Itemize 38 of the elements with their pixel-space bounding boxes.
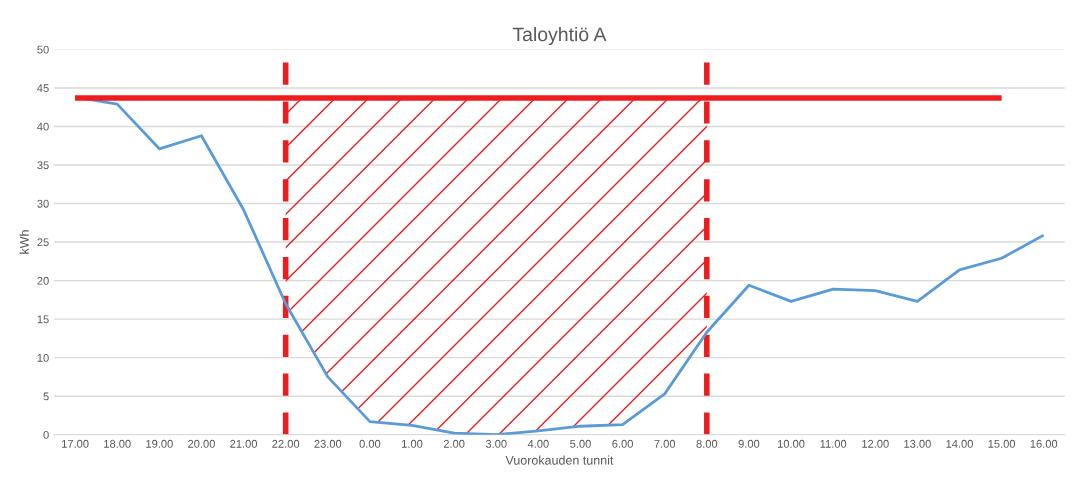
x-tick-label: 12.00 (862, 439, 889, 448)
y-tick-label: 10 (37, 353, 49, 362)
x-axis-title: Vuorokauden tunnit (505, 455, 614, 465)
x-tick-label: 20.00 (188, 439, 215, 448)
y-tick-label: 15 (37, 315, 49, 324)
x-tick-label: 18.00 (104, 439, 131, 448)
y-tick-label: 45 (37, 84, 49, 93)
x-tick-label: 0.00 (359, 439, 381, 448)
y-tick-label: 25 (37, 238, 49, 247)
x-tick-label: 16.00 (1030, 439, 1058, 448)
x-tick-label: 3.00 (485, 439, 507, 448)
y-tick-label: 30 (37, 199, 49, 208)
x-tick-label: 10.00 (777, 439, 805, 448)
y-axis-title: kWh (19, 230, 29, 254)
y-tick-label: 5 (43, 392, 49, 401)
x-tick-label: 17.00 (62, 439, 89, 448)
x-tick-label: 22.00 (272, 439, 300, 448)
x-tick-label: 21.00 (230, 439, 258, 448)
x-tick-label: 13.00 (904, 439, 931, 448)
x-tick-label: 5.00 (570, 439, 591, 448)
y-tick-label: 40 (37, 122, 49, 131)
x-tick-label: 19.00 (146, 439, 173, 448)
x-tick-label: 15.00 (988, 439, 1016, 448)
x-tick-label: 4.00 (527, 439, 549, 448)
x-tick-label: 6.00 (612, 439, 633, 448)
x-tick-label: 8.00 (696, 439, 718, 448)
y-tick-label: 20 (37, 276, 49, 285)
x-tick-label: 11.00 (820, 439, 847, 448)
x-tick-label: 9.00 (738, 439, 760, 448)
chart-title: Taloyhtiö A (512, 26, 607, 46)
y-tick-label: 0 (43, 430, 49, 439)
x-tick-label: 23.00 (314, 439, 342, 448)
y-tick-label: 50 (37, 45, 49, 54)
x-tick-label: 1.00 (402, 439, 423, 448)
x-tick-label: 7.00 (654, 439, 676, 448)
x-tick-label: 14.00 (946, 439, 973, 448)
x-tick-label: 2.00 (443, 439, 465, 448)
y-tick-label: 35 (37, 161, 49, 170)
